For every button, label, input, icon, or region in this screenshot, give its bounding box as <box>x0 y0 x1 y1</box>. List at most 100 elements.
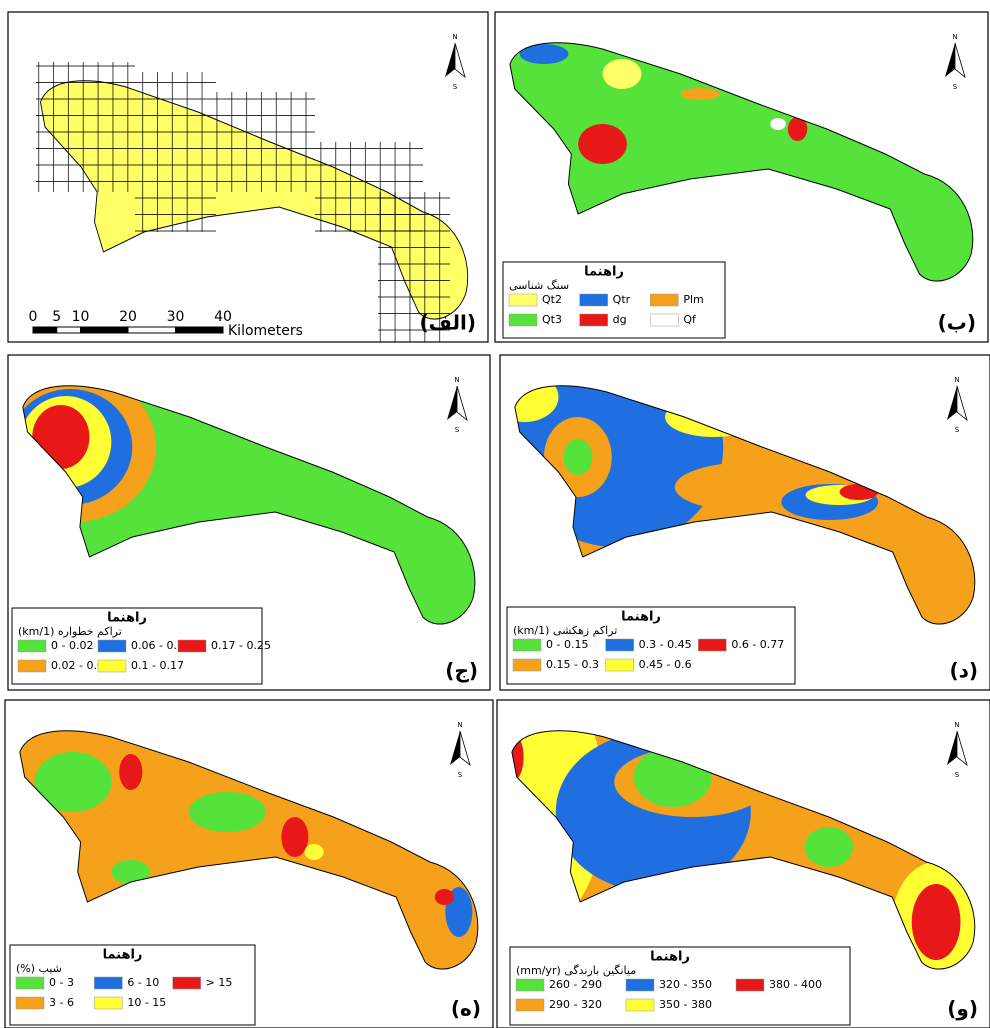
grid-cells <box>216 92 315 192</box>
legend-swatch <box>513 639 541 651</box>
legend-label: 6 - 10 <box>127 976 159 989</box>
panel-label: (ج) <box>445 659 478 683</box>
zone <box>189 792 266 832</box>
legend-label: 320 - 350 <box>659 978 712 991</box>
legend-label: 0.17 - 0.25 <box>211 639 271 652</box>
south-label: S <box>458 771 463 779</box>
panel-label: (ب) <box>938 311 976 335</box>
legend-title: تراکم زهکشی (1/km) <box>513 624 617 637</box>
legend-title: سنگ شناسی <box>509 279 569 292</box>
legend-title: تراکم خطواره (1/km) <box>18 625 122 638</box>
scale-label: 10 <box>72 309 90 325</box>
north-label: N <box>452 33 457 41</box>
legend-swatch <box>98 640 126 652</box>
zone <box>603 59 642 89</box>
legend-label: 10 - 15 <box>127 996 166 1009</box>
north-label: N <box>454 376 459 384</box>
legend-label: > 15 <box>206 976 233 989</box>
south-label: S <box>955 426 960 434</box>
scale-label: 5 <box>52 309 61 325</box>
zone <box>804 827 853 867</box>
scale-segment <box>81 327 129 333</box>
legend-swatch <box>516 979 544 991</box>
scale-segment <box>128 327 176 333</box>
legend-label: 0.45 - 0.6 <box>639 658 692 671</box>
panel-label: (و) <box>947 997 978 1021</box>
legend-swatch <box>650 314 678 326</box>
south-label: S <box>453 83 458 91</box>
legend-label: Plm <box>683 293 703 306</box>
figure: 0510203040KilometersNS(الف)NS(ب)راهنماسن… <box>0 0 990 1028</box>
legend-swatch <box>98 660 126 672</box>
legend-heading: راهنما <box>584 265 624 280</box>
legend-label: 0.06 - 0.1 <box>131 639 184 652</box>
legend-label: 0.6 - 0.77 <box>731 638 784 651</box>
map-panel: NS(و)راهنمامیانگین بارندگی (mm/yr)260 - … <box>487 682 990 1028</box>
south-label: S <box>953 83 958 91</box>
legend-label: Qtr <box>613 293 631 306</box>
map-panel: NS(د)راهنماتراکم زهکشی (1/km)0 - 0.150.3… <box>491 347 990 690</box>
legend-swatch <box>626 999 654 1011</box>
legend-swatch <box>606 639 634 651</box>
panel-label: (الف) <box>420 311 476 335</box>
legend-swatch <box>516 999 544 1011</box>
legend-label: 3 - 6 <box>49 996 74 1009</box>
legend-label: 290 - 320 <box>549 998 602 1011</box>
legend-swatch <box>626 979 654 991</box>
legend-heading: راهنما <box>650 950 690 965</box>
legend-heading: راهنما <box>107 611 147 626</box>
zone <box>770 118 786 130</box>
zone <box>681 88 720 100</box>
legend-label: dg <box>613 313 627 326</box>
grid-cells <box>135 72 216 232</box>
legend-heading: راهنما <box>621 610 661 625</box>
grid-cells <box>36 62 135 192</box>
legend-label: 380 - 400 <box>769 978 822 991</box>
legend-title: میانگین بارندگی (mm/yr) <box>516 964 636 977</box>
legend-swatch <box>16 977 44 989</box>
zone <box>578 124 627 164</box>
legend-swatch <box>650 294 678 306</box>
zone <box>281 817 308 857</box>
legend-swatch <box>18 660 46 672</box>
legend-label: 0 - 3 <box>49 976 74 989</box>
legend-label: 0.15 - 0.3 <box>546 658 599 671</box>
panel-label: (ه) <box>451 997 481 1021</box>
south-label: S <box>955 771 960 779</box>
scale-segment <box>176 327 224 333</box>
legend-swatch <box>580 294 608 306</box>
legend-heading: راهنما <box>103 948 143 963</box>
legend-label: Qt3 <box>542 313 562 326</box>
scale-label: 0 <box>29 309 38 325</box>
zone <box>304 844 323 860</box>
zone <box>435 889 454 905</box>
zone <box>912 884 961 960</box>
zone <box>563 439 592 475</box>
legend-swatch <box>736 979 764 991</box>
legend-swatch <box>16 997 44 1009</box>
legend-label: 0.3 - 0.45 <box>639 638 692 651</box>
legend-swatch <box>178 640 206 652</box>
legend-swatch <box>94 997 122 1009</box>
north-label: N <box>952 33 957 41</box>
legend-swatch <box>698 639 726 651</box>
legend-swatch <box>606 659 634 671</box>
legend-label: 0 - 0.02 <box>51 639 93 652</box>
legend-swatch <box>173 977 201 989</box>
legend-swatch <box>509 314 537 326</box>
legend-swatch <box>18 640 46 652</box>
scale-unit: Kilometers <box>228 323 303 339</box>
legend-swatch <box>509 294 537 306</box>
legend-label: 0.1 - 0.17 <box>131 659 184 672</box>
legend-label: 0 - 0.15 <box>546 638 588 651</box>
legend-label: Qf <box>683 313 697 326</box>
scale-label: 20 <box>119 309 137 325</box>
legend-label: Qt2 <box>542 293 562 306</box>
north-label: N <box>954 376 959 384</box>
legend-label: 260 - 290 <box>549 978 602 991</box>
legend-swatch <box>513 659 541 671</box>
legend-label: 350 - 380 <box>659 998 712 1011</box>
